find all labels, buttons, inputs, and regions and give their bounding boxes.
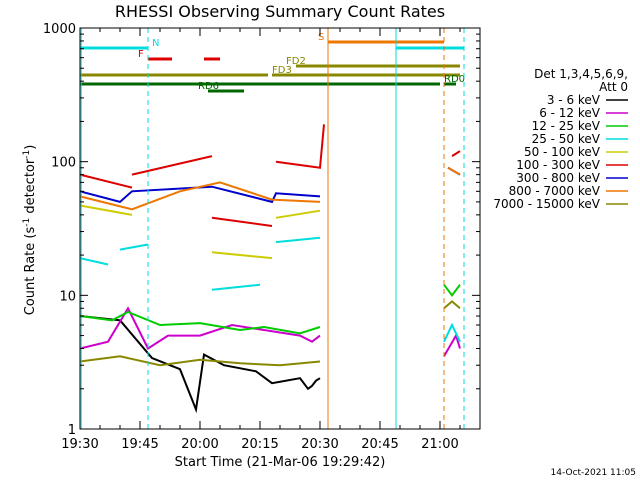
legend-label: 800 - 7000 keV xyxy=(509,184,601,198)
series-line-4-seg-1 xyxy=(211,251,273,260)
x-tick-label: 20:30 xyxy=(301,437,338,452)
legend-label: 300 - 800 keV xyxy=(516,171,600,185)
x-axis-label: Start Time (21-Mar-06 19:29:42) xyxy=(175,455,386,470)
event-lines xyxy=(80,28,465,429)
series-line-3-seg-1 xyxy=(119,243,149,251)
series-line-5-seg-4 xyxy=(451,150,461,157)
flag-label-fd2: FD2 xyxy=(286,56,306,67)
series-line-5-seg-0 xyxy=(79,173,133,189)
series-line-3-seg-0 xyxy=(79,257,109,266)
legend-title-line2: Att 0 xyxy=(599,80,628,94)
legend-label: 50 - 100 keV xyxy=(524,145,601,159)
legend-label: 100 - 300 keV xyxy=(516,158,600,172)
x-tick-label: 20:45 xyxy=(361,437,398,452)
y-tick-label: 1 xyxy=(68,423,76,438)
series-line-3-seg-4 xyxy=(443,322,461,343)
flag-label-s: S xyxy=(318,32,324,43)
x-axis: 19:30 19:45 20:00 20:15 20:30 20:45 21:00 xyxy=(61,28,481,452)
flag-label-fd3: FD3 xyxy=(272,65,292,76)
flag-label-n: N xyxy=(152,38,159,49)
flag-label-f: F xyxy=(138,49,144,60)
legend-label: 3 - 6 keV xyxy=(547,93,601,107)
series-line-4-seg-0 xyxy=(79,204,133,216)
legend-title-line1: Det 1,3,4,5,6,9, xyxy=(534,67,628,81)
y-axis-label: Count Rate (s-1 detector-1) xyxy=(22,145,38,316)
series-line-3-seg-2 xyxy=(211,283,261,291)
series-line-3-seg-3 xyxy=(275,236,321,244)
x-tick-label: 19:45 xyxy=(121,437,158,452)
series-layer xyxy=(79,124,461,414)
y-tick-label: 1000 xyxy=(43,22,76,37)
series-line-8-seg-1 xyxy=(443,300,461,310)
x-tick-label: 20:00 xyxy=(181,437,218,452)
legend-label: 25 - 50 keV xyxy=(532,132,601,146)
series-line-2-seg-1 xyxy=(443,284,461,297)
x-tick-label: 21:00 xyxy=(421,437,458,452)
flag-label-rd6: RD6 xyxy=(198,81,219,92)
flag-label-rd0: RD0 xyxy=(444,74,465,85)
series-line-7-seg-1 xyxy=(447,166,461,176)
series-line-2-seg-0 xyxy=(79,310,321,335)
series-line-0-seg-0 xyxy=(79,315,321,414)
x-tick-label: 19:30 xyxy=(61,437,98,452)
series-line-7-seg-0 xyxy=(79,181,321,211)
legend-label: 12 - 25 keV xyxy=(532,119,601,133)
series-line-6-seg-0 xyxy=(79,185,321,204)
series-line-8-seg-0 xyxy=(79,355,321,367)
series-line-5-seg-2 xyxy=(211,216,273,227)
series-line-1-seg-0 xyxy=(79,306,321,350)
legend-label: 6 - 12 keV xyxy=(539,106,601,120)
x-tick-label: 20:15 xyxy=(241,437,278,452)
chart-title: RHESSI Observing Summary Count Rates xyxy=(115,2,445,21)
series-line-5-seg-1 xyxy=(131,155,213,176)
footer-date: 14-Oct-2021 11:05 xyxy=(551,468,636,478)
series-line-5-seg-3 xyxy=(275,124,325,169)
y-axis: 1 10 100 1000 xyxy=(43,22,480,438)
y-tick-label: 100 xyxy=(51,156,76,171)
y-tick-label: 10 xyxy=(59,289,76,304)
legend-label: 7000 - 15000 keV xyxy=(493,197,600,211)
series-line-4-seg-2 xyxy=(275,209,321,219)
plot-frame xyxy=(79,27,481,430)
